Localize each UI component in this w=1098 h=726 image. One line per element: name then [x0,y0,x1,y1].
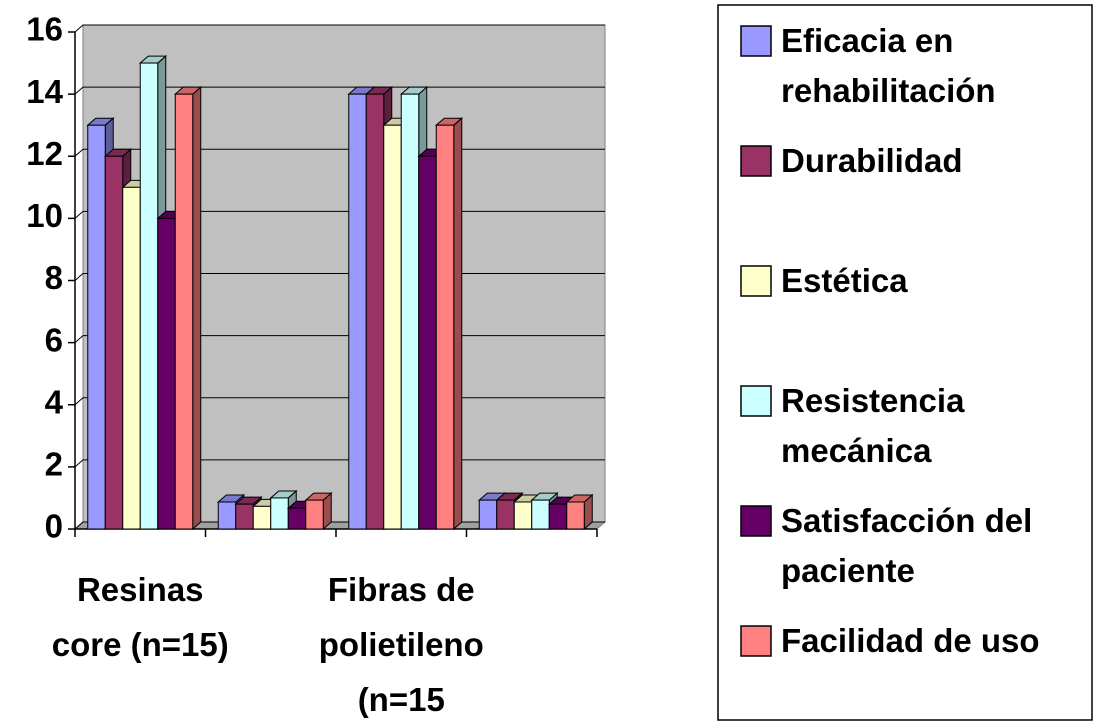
bar-front [418,155,437,530]
y-tick-label: 6 [45,321,63,358]
y-tick-label: 4 [45,383,64,420]
legend-label: Durabilidad [781,142,963,179]
y-tick-label: 0 [45,508,63,545]
bar-front [157,217,176,530]
legend-label: Eficacia en rehabilitación [781,22,996,109]
legend-swatch [740,625,772,657]
bar-front [531,499,550,530]
legend-swatch [740,505,772,537]
y-tick-label: 2 [45,446,63,483]
y-tick-label: 10 [26,197,63,234]
legend-label: Facilidad de uso [781,622,1040,659]
bar [434,117,464,531]
x-tick-label: Resinas core (n=15) [51,571,229,663]
y-tick-label: 8 [45,259,63,296]
x-tick-label: Fibras de polietileno (n=15 [318,571,484,718]
bar-front [235,503,254,530]
legend-label: Estética [781,262,908,299]
legend-swatch [740,385,772,417]
bar-front [305,499,324,530]
legend-swatch [740,145,772,177]
bar-front [217,501,237,530]
bar-front [383,124,402,530]
y-tick-label: 16 [26,11,63,48]
bar-front [174,93,194,530]
grid-line [74,86,605,95]
bar-front [435,124,455,530]
y-tick-label: 12 [26,135,63,172]
bar-front [400,93,420,530]
bar-front [252,505,272,530]
y-tick-label: 14 [26,73,63,110]
bar-front [496,499,515,530]
bar-front [139,62,159,530]
legend-swatch [740,25,772,57]
bar-front [122,186,141,530]
bar [304,492,333,531]
bar [565,493,594,531]
bar [173,86,203,531]
bar-front [87,124,106,530]
bar-front [348,93,367,530]
bar-front [287,507,307,530]
bar-front [478,499,498,530]
bar-front [365,93,385,530]
grid-line [74,24,605,33]
bar-front [566,501,585,530]
bar-side [453,117,463,531]
legend-swatch [740,265,772,297]
bar-side [192,86,202,531]
bar-front [548,503,568,530]
bar-front [513,501,533,530]
legend-label: Resistencia mecánica [781,382,965,469]
legend-box [717,4,1093,721]
legend-label: Satisfacción del paciente [781,502,1033,589]
bar-front [270,497,289,530]
bar-front [104,155,124,530]
